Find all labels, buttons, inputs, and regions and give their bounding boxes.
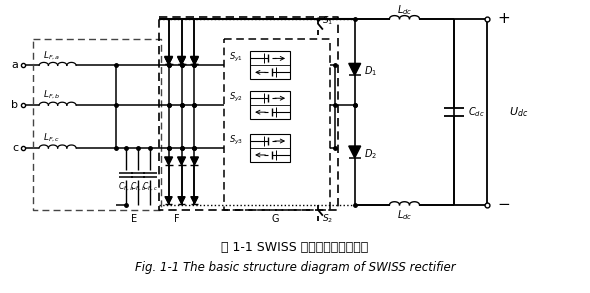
Text: F: F — [173, 214, 179, 224]
Bar — [250, 91, 290, 119]
Text: a: a — [11, 60, 18, 70]
Text: $L_{F,a}$: $L_{F,a}$ — [44, 49, 61, 62]
Text: $L_{dc}$: $L_{dc}$ — [397, 3, 412, 16]
Text: $S_1$: $S_1$ — [322, 15, 333, 27]
Polygon shape — [178, 57, 185, 64]
Text: $S_2$: $S_2$ — [322, 212, 333, 225]
Polygon shape — [178, 197, 185, 204]
Polygon shape — [349, 146, 360, 158]
Polygon shape — [349, 63, 360, 75]
Text: $S_{y3}$: $S_{y3}$ — [229, 134, 243, 146]
Text: c: c — [12, 143, 18, 153]
Polygon shape — [178, 57, 185, 64]
Polygon shape — [165, 157, 173, 165]
Text: +: + — [497, 11, 510, 26]
Polygon shape — [178, 157, 185, 165]
Text: G: G — [271, 214, 279, 224]
Polygon shape — [165, 197, 172, 204]
Text: $D_1$: $D_1$ — [363, 64, 377, 78]
Text: −: − — [497, 197, 510, 212]
Polygon shape — [165, 57, 172, 64]
Polygon shape — [165, 57, 173, 64]
Text: 图 1-1 SWISS 整流器的基本结构图: 图 1-1 SWISS 整流器的基本结构图 — [221, 241, 369, 254]
Text: E: E — [131, 214, 137, 224]
Text: $C_{F,c}$: $C_{F,c}$ — [142, 181, 158, 193]
Text: $L_{F,c}$: $L_{F,c}$ — [44, 132, 61, 144]
Bar — [250, 134, 290, 162]
Text: $S_{y1}$: $S_{y1}$ — [230, 51, 243, 64]
Text: $C_{dc}$: $C_{dc}$ — [468, 105, 485, 119]
Bar — [250, 52, 290, 79]
Polygon shape — [191, 157, 198, 165]
Text: Fig. 1-1 The basic structure diagram of SWISS rectifier: Fig. 1-1 The basic structure diagram of … — [135, 261, 455, 274]
Text: $U_{dc}$: $U_{dc}$ — [509, 105, 529, 119]
Polygon shape — [191, 57, 198, 64]
Text: b: b — [11, 100, 18, 110]
Text: $L_{F,b}$: $L_{F,b}$ — [43, 89, 61, 101]
Text: $D_2$: $D_2$ — [363, 147, 377, 161]
Text: $C_{F,b}$: $C_{F,b}$ — [130, 181, 146, 193]
Polygon shape — [191, 197, 198, 204]
Text: $S_{y2}$: $S_{y2}$ — [230, 91, 243, 104]
Polygon shape — [191, 57, 198, 64]
Text: $C_{F,a}$: $C_{F,a}$ — [118, 181, 134, 193]
Text: $L_{dc}$: $L_{dc}$ — [397, 208, 412, 222]
